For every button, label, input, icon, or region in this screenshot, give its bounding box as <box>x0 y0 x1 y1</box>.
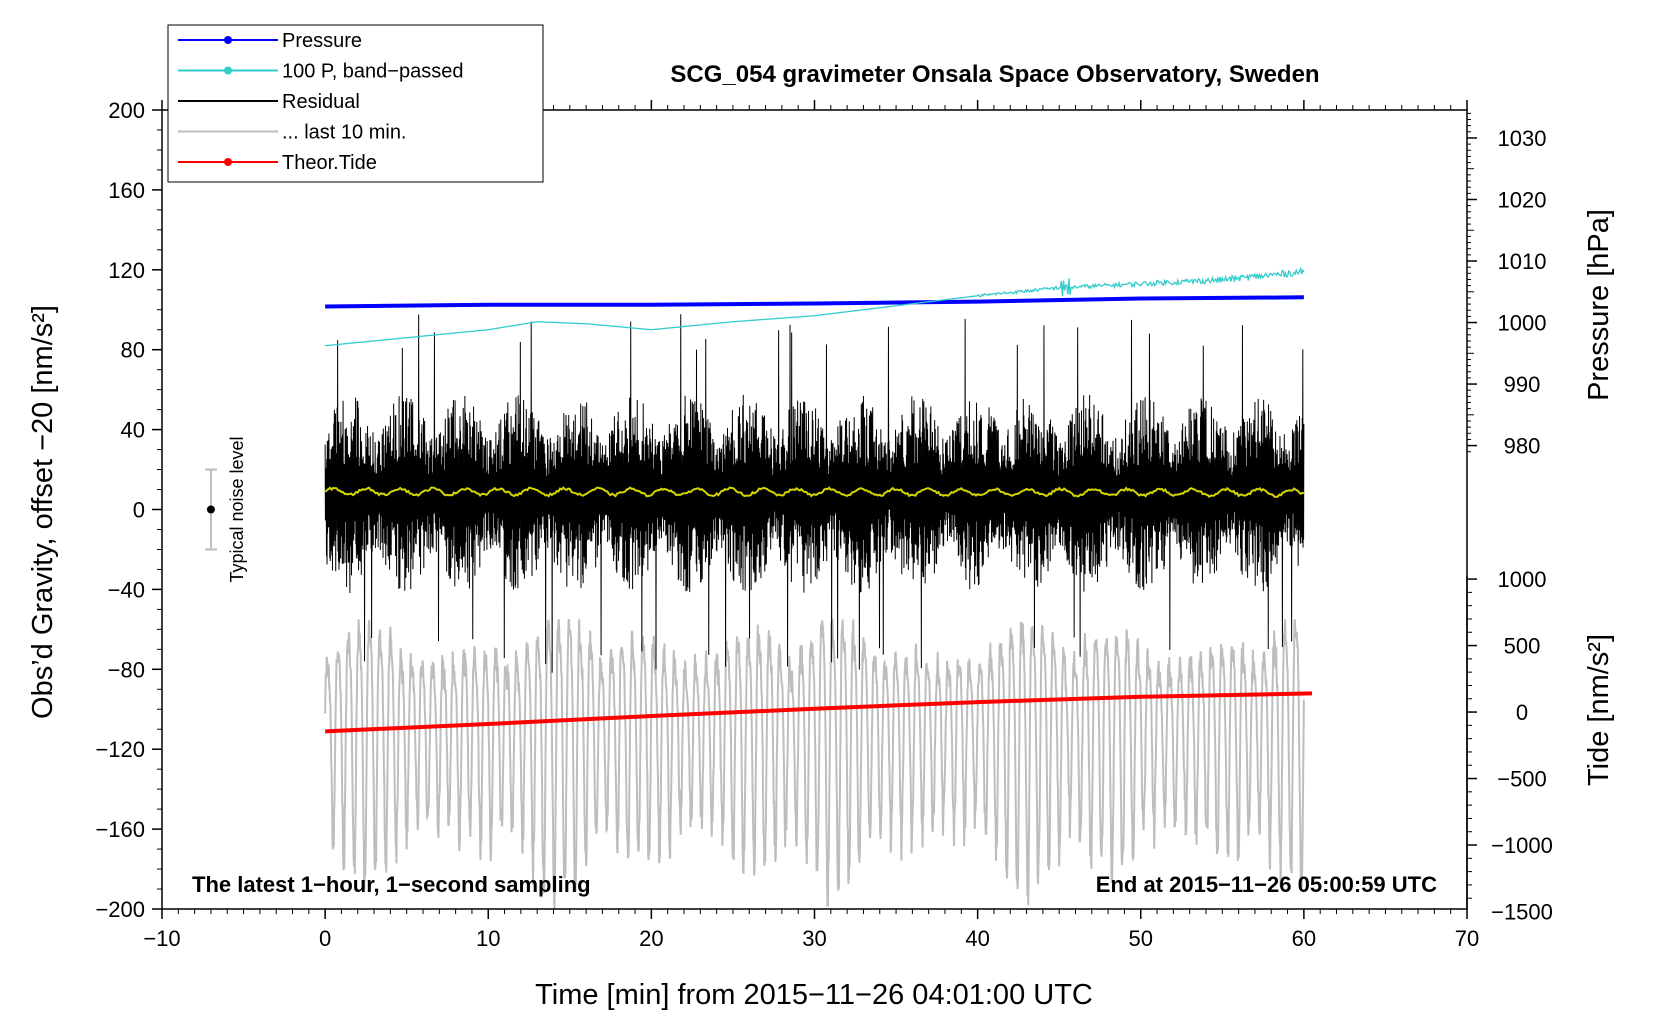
x-axis-ticks: −10 0 10 20 30 40 50 60 70 <box>143 100 1479 951</box>
legend-entry: Residual <box>178 91 360 113</box>
legend-entry: 100 P, band−passed <box>178 61 463 83</box>
y-tick-label: −200 <box>95 897 145 922</box>
y-axis-label-tide: Tide [nm/s²] <box>1583 634 1615 786</box>
latest-hour-note: The latest 1−hour, 1−second sampling <box>192 872 591 897</box>
tide-tick-label: 0 <box>1516 700 1528 725</box>
legend-marker <box>224 158 232 166</box>
theoretical-tide-line <box>325 691 1313 734</box>
pressure-tick-label: 1010 <box>1498 249 1547 274</box>
last-10-min-line <box>324 617 1305 910</box>
pressure-tick-label: 980 <box>1504 434 1541 459</box>
chart-title: SCG_054 gravimeter Onsala Space Observat… <box>670 61 1319 88</box>
tide-tick-label: −1500 <box>1491 900 1553 925</box>
band-passed-pressure-line <box>325 266 1305 347</box>
pressure-line <box>325 295 1304 309</box>
x-axis-label: Time [min] from 2015−11−26 04:01:00 UTC <box>535 979 1093 1011</box>
x-tick-label: 70 <box>1455 926 1479 951</box>
smoothed-residual-line <box>324 486 1305 498</box>
pressure-tick-label: 1020 <box>1498 187 1547 212</box>
legend-entry: Pressure <box>178 30 362 52</box>
y-axis-label-pressure: Pressure [hPa] <box>1583 209 1615 401</box>
tide-axis-ticks: 1000 500 0 −500 −1000 −1500 <box>1467 567 1553 925</box>
legend-box <box>167 24 544 183</box>
legend-marker <box>224 66 232 75</box>
legend-entry: ... last 10 min. <box>178 122 407 144</box>
x-tick-label: −10 <box>143 926 180 951</box>
pressure-axis-ticks: 1030 1020 1010 1000 990 980 <box>1467 112 1547 459</box>
tide-tick-label: −500 <box>1497 767 1547 792</box>
tide-tick-label: −1000 <box>1491 833 1553 858</box>
x-tick-label: 50 <box>1129 926 1153 951</box>
x-tick-label: 20 <box>639 926 663 951</box>
legend-marker <box>224 36 232 44</box>
x-tick-label: 60 <box>1292 926 1316 951</box>
legend-entry: Theor.Tide <box>178 152 377 174</box>
y-tick-label: 120 <box>108 258 145 283</box>
end-time-note: End at 2015−11−26 05:00:59 UTC <box>1096 872 1437 897</box>
legend-label: Residual <box>282 91 360 113</box>
noise-center-dot <box>206 505 215 514</box>
legend-label: 100 P, band−passed <box>282 61 463 83</box>
legend-label: Theor.Tide <box>282 152 377 174</box>
pressure-tick-label: 1030 <box>1498 126 1547 151</box>
y-tick-label: 40 <box>121 418 145 443</box>
noise-indicator: Typical noise level <box>204 436 247 583</box>
y-tick-label: −80 <box>108 657 145 682</box>
pressure-tick-label: 1000 <box>1498 311 1547 336</box>
legend-label: Pressure <box>282 30 362 52</box>
x-tick-label: 40 <box>965 926 989 951</box>
tide-tick-label: 1000 <box>1498 567 1547 592</box>
y-tick-label: −120 <box>95 737 145 762</box>
noise-label: Typical noise level <box>227 436 247 582</box>
y-axis-label-gravity: Obs’d Gravity, offset −20 [nm/s²] <box>27 305 59 719</box>
y-tick-label: −40 <box>108 577 145 602</box>
legend: Pressure 100 P, band−passed Residual ... la… <box>167 24 544 183</box>
series-layer <box>324 266 1313 910</box>
tide-tick-label: 500 <box>1504 634 1541 659</box>
legend-label: ... last 10 min. <box>282 122 407 144</box>
y-tick-label: 200 <box>108 98 145 123</box>
y-tick-label: 0 <box>133 498 145 523</box>
y-tick-label: −160 <box>95 817 145 842</box>
residual-line <box>324 314 1305 673</box>
x-tick-label: 10 <box>476 926 500 951</box>
x-tick-label: 0 <box>319 926 331 951</box>
x-tick-label: 30 <box>802 926 826 951</box>
y-tick-label: 160 <box>108 178 145 203</box>
y-tick-label: 80 <box>121 338 145 363</box>
y-axis-ticks: 200 160 120 80 40 0 −40 −80 −120 −160 −200 <box>95 98 162 922</box>
pressure-tick-label: 990 <box>1504 372 1541 397</box>
